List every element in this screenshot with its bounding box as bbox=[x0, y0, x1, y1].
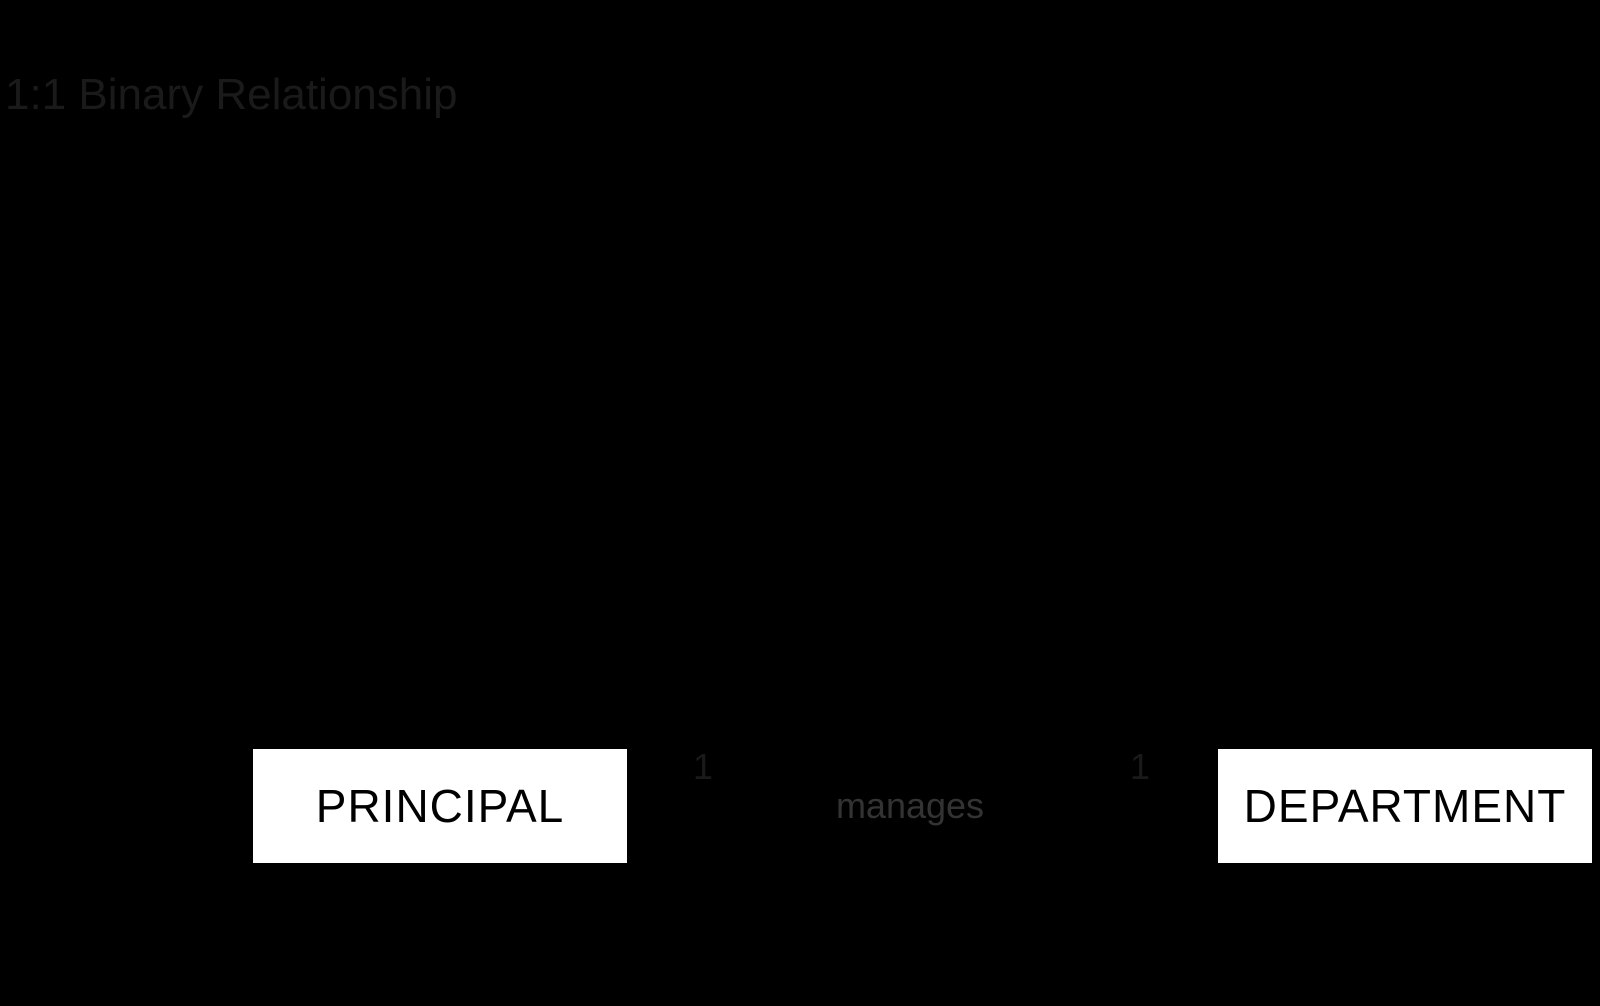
entity-principal-label: PRINCIPAL bbox=[316, 779, 564, 833]
connector-line-left bbox=[630, 804, 765, 807]
cardinality-left: 1 bbox=[693, 746, 713, 788]
diagram-title: 1:1 Binary Relationship bbox=[5, 70, 457, 120]
er-diagram-container: PRINCIPAL 1 manages 1 DEPARTMENT bbox=[0, 706, 1600, 906]
relationship-diamond: manages bbox=[760, 706, 1060, 906]
entity-department-label: DEPARTMENT bbox=[1244, 779, 1567, 833]
connector-line-right bbox=[1055, 804, 1220, 807]
relationship-label: manages bbox=[836, 785, 984, 827]
cardinality-right: 1 bbox=[1130, 746, 1150, 788]
entity-department: DEPARTMENT bbox=[1215, 746, 1595, 866]
entity-principal: PRINCIPAL bbox=[250, 746, 630, 866]
